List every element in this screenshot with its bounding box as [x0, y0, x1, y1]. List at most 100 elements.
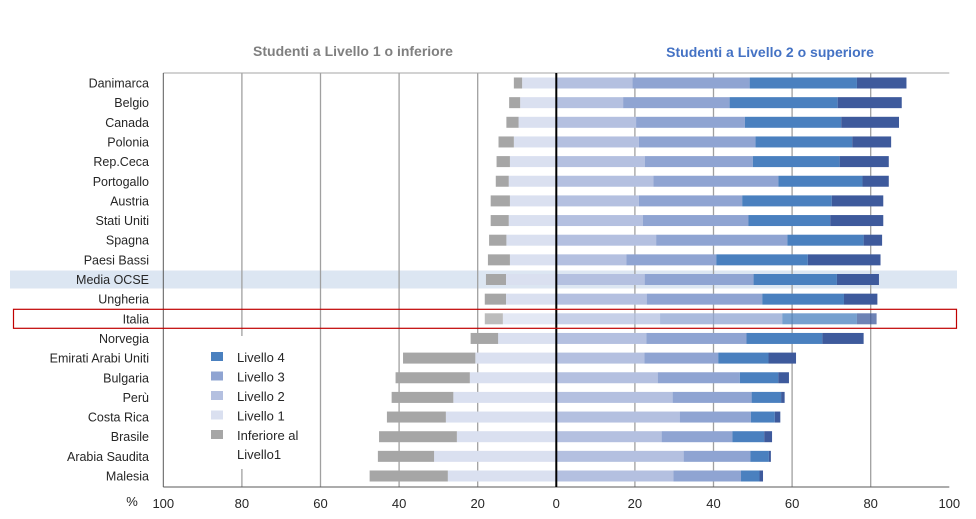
bar-below-10: [485, 274, 506, 285]
bar-l5-5: [862, 175, 889, 187]
bar-below-14: [403, 352, 476, 364]
bar-l1-1: [520, 97, 557, 109]
bar-l1-8: [506, 234, 557, 246]
bar-l2-13: [556, 332, 647, 344]
category-label: Italia: [123, 312, 149, 326]
bar-l3-16: [672, 391, 752, 403]
bar-l3-19: [683, 450, 751, 462]
bar-l5-18: [764, 431, 773, 443]
x-tick-label: 40: [706, 496, 720, 511]
bar-l2-20: [556, 470, 674, 482]
bar-l1-20: [447, 470, 557, 482]
bar-below-20: [369, 470, 448, 482]
bar-l1-5: [508, 175, 557, 187]
bar-l3-3: [638, 136, 756, 148]
bar-below-2: [506, 116, 519, 128]
x-tick-label: 80: [863, 496, 877, 511]
bar-l4-12: [782, 313, 857, 325]
bar-l3-12: [660, 313, 783, 325]
bar-l4-0: [749, 77, 857, 89]
bar-l2-10: [556, 274, 645, 285]
category-label: Ungheria: [98, 293, 149, 307]
legend-swatch-l2: [211, 391, 223, 400]
bar-l4-7: [748, 215, 831, 227]
bar-l1-7: [508, 215, 557, 227]
category-label: Costa Rica: [88, 411, 149, 425]
bar-l4-5: [778, 175, 863, 187]
bar-l5-8: [863, 234, 883, 246]
bar-l1-0: [522, 77, 557, 89]
category-label: Emirati Arabi Uniti: [50, 352, 149, 366]
x-tick-label: 80: [235, 496, 249, 511]
bar-l2-19: [556, 450, 684, 462]
x-tick-label: 40: [392, 496, 406, 511]
bar-l4-15: [739, 372, 779, 384]
category-label: Stati Uniti: [96, 214, 150, 228]
bar-l2-5: [556, 175, 654, 187]
bar-l5-7: [830, 215, 884, 227]
bar-l1-14: [475, 352, 557, 364]
bar-l4-11: [762, 293, 844, 305]
bar-l3-5: [653, 175, 779, 187]
bar-l1-11: [505, 293, 557, 305]
bar-l3-11: [646, 293, 763, 305]
bar-l4-2: [744, 116, 842, 128]
legend-background: [166, 336, 316, 469]
legend-label-below: Inferiore al: [237, 428, 299, 443]
category-label: Arabia Saudita: [67, 450, 149, 464]
bar-l5-13: [822, 332, 864, 344]
bar-below-13: [470, 332, 499, 344]
bar-below-9: [487, 254, 510, 266]
bar-l2-2: [556, 116, 637, 128]
bar-l4-9: [716, 254, 808, 266]
bar-l3-6: [638, 195, 743, 207]
bar-l2-4: [556, 156, 645, 168]
bar-l5-6: [831, 195, 884, 207]
bar-l4-20: [741, 470, 760, 482]
category-label: Paesi Bassi: [84, 253, 149, 267]
bar-l2-11: [556, 293, 647, 305]
legend-label-l4: Livello 4: [237, 350, 285, 365]
bar-l1-19: [434, 450, 557, 462]
category-label: Brasile: [111, 430, 149, 444]
bar-l1-18: [456, 431, 557, 443]
bar-l5-4: [839, 156, 889, 168]
bar-l3-13: [646, 332, 747, 344]
category-label: Perù: [123, 391, 149, 405]
left-title: Studenti a Livello 1 o inferiore: [253, 43, 453, 59]
bar-l2-6: [556, 195, 639, 207]
legend-swatch-l4: [211, 352, 223, 361]
category-label: Belgio: [114, 96, 149, 110]
category-label: Rep.Ceca: [93, 155, 149, 169]
bar-below-3: [498, 136, 514, 148]
bar-l5-12: [856, 313, 877, 325]
bar-l1-6: [509, 195, 557, 207]
bar-below-15: [395, 372, 470, 384]
bar-l2-14: [556, 352, 645, 364]
bar-l4-19: [750, 450, 769, 462]
bar-l4-4: [752, 156, 840, 168]
bar-l4-10: [753, 274, 837, 285]
category-label: Canada: [105, 116, 149, 130]
category-label: Spagna: [106, 234, 149, 248]
bar-l3-18: [661, 431, 733, 443]
bar-l3-8: [656, 234, 788, 246]
bar-below-6: [490, 195, 510, 207]
bar-l3-7: [642, 215, 749, 227]
bar-l1-4: [509, 156, 557, 168]
bar-l5-17: [774, 411, 781, 423]
bar-l1-13: [498, 332, 557, 344]
category-label: Malesia: [106, 470, 149, 484]
bar-l5-16: [781, 391, 785, 403]
bar-l3-9: [626, 254, 717, 266]
bar-l5-1: [837, 97, 902, 109]
bar-l3-20: [673, 470, 742, 482]
bar-l2-17: [556, 411, 680, 423]
bar-l5-11: [843, 293, 878, 305]
bar-l3-17: [679, 411, 751, 423]
bar-l2-1: [556, 97, 624, 109]
bar-l5-2: [841, 116, 899, 128]
bar-l5-15: [778, 372, 789, 384]
bar-l1-16: [453, 391, 557, 403]
